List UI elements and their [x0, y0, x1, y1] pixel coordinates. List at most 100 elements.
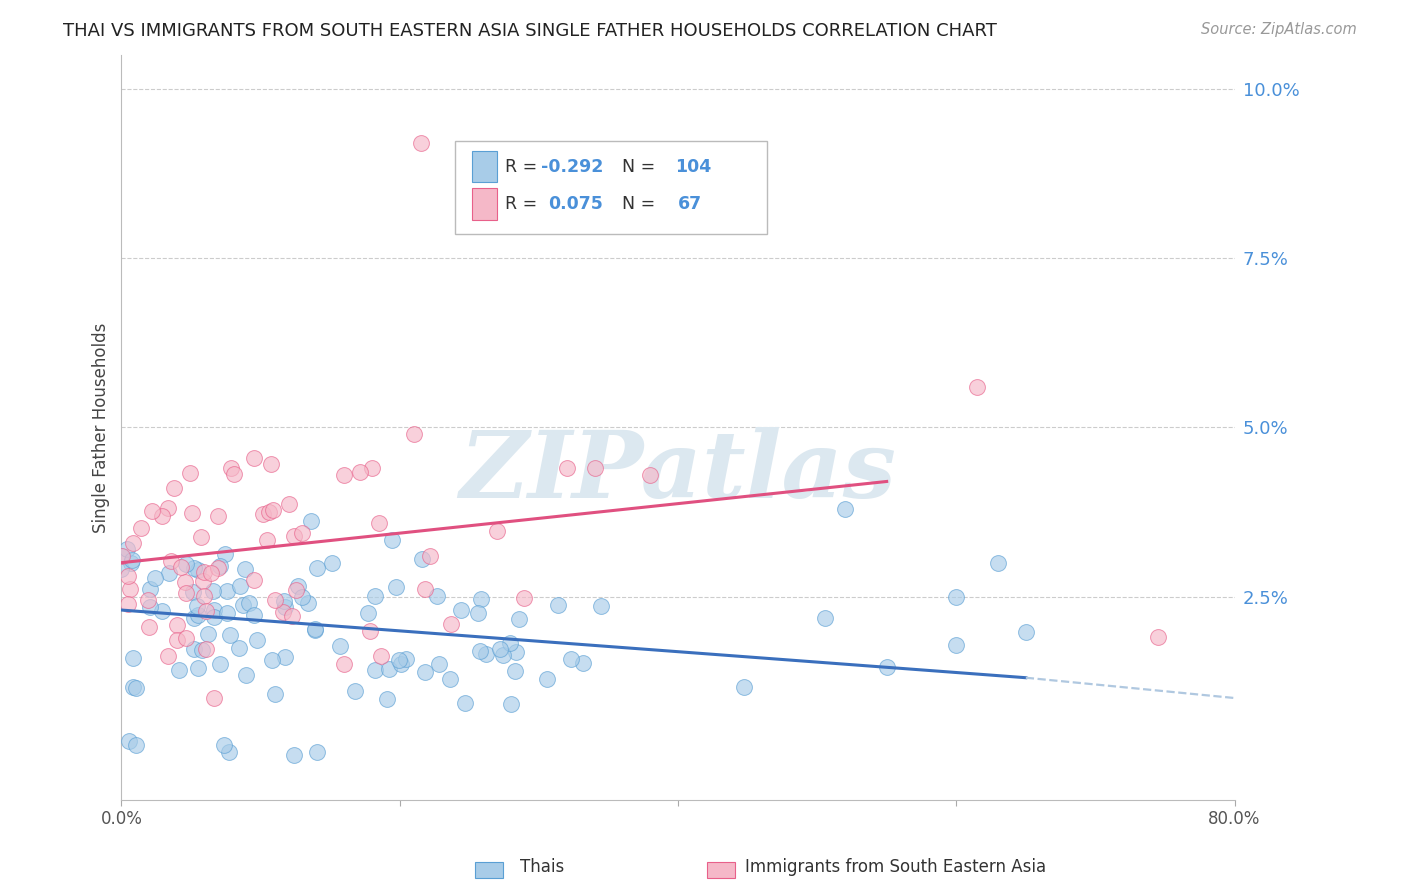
Text: Source: ZipAtlas.com: Source: ZipAtlas.com [1201, 22, 1357, 37]
Point [207, 508, 229, 523]
Point [513, 591, 536, 605]
Point [945, 590, 967, 604]
Point [814, 611, 837, 625]
Point [191, 643, 214, 657]
Point [439, 672, 461, 686]
Point [118, 734, 141, 748]
Text: 67: 67 [678, 195, 702, 213]
Point [733, 680, 755, 694]
Point [195, 641, 218, 656]
Point [485, 524, 508, 539]
Point [117, 597, 139, 611]
Point [470, 592, 492, 607]
Point [110, 562, 132, 576]
Point [547, 598, 569, 612]
FancyBboxPatch shape [456, 141, 768, 234]
Point [402, 427, 425, 442]
Point [150, 509, 173, 524]
Point [202, 603, 225, 617]
Point [159, 553, 181, 567]
Point [876, 659, 898, 673]
Point [966, 380, 988, 394]
Point [264, 592, 287, 607]
Point [139, 582, 162, 597]
FancyBboxPatch shape [472, 188, 496, 219]
Point [498, 636, 520, 650]
Point [503, 664, 526, 678]
Point [193, 590, 215, 604]
Point [217, 606, 239, 620]
Point [287, 579, 309, 593]
Point [141, 504, 163, 518]
Point [419, 549, 441, 563]
Point [121, 680, 143, 694]
Point [571, 656, 593, 670]
Point [214, 547, 236, 561]
Point [304, 622, 326, 636]
Point [246, 632, 269, 647]
Point [291, 525, 314, 540]
Point [174, 557, 197, 571]
Point [202, 691, 225, 706]
Point [143, 571, 166, 585]
Point [555, 461, 578, 475]
Point [987, 556, 1010, 570]
Point [183, 561, 205, 575]
Point [166, 618, 188, 632]
Point [453, 696, 475, 710]
Point [291, 591, 314, 605]
Point [191, 574, 214, 588]
Point [228, 640, 250, 655]
Point [166, 633, 188, 648]
Text: Thais: Thais [520, 858, 564, 876]
Point [180, 506, 202, 520]
Point [125, 738, 148, 752]
Point [489, 642, 512, 657]
Point [174, 586, 197, 600]
Point [138, 620, 160, 634]
Text: THAI VS IMMIGRANTS FROM SOUTH EASTERN ASIA SINGLE FATHER HOUSEHOLDS CORRELATION : THAI VS IMMIGRANTS FROM SOUTH EASTERN AS… [63, 22, 997, 40]
Point [834, 501, 856, 516]
Point [638, 467, 661, 482]
Point [264, 687, 287, 701]
Point [285, 582, 308, 597]
Y-axis label: Single Father Households: Single Father Households [93, 322, 110, 533]
Point [120, 582, 142, 596]
Point [110, 549, 132, 563]
Point [411, 552, 433, 566]
Point [409, 136, 432, 150]
Point [426, 589, 449, 603]
Point [115, 542, 138, 557]
Point [208, 657, 231, 672]
Point [1147, 630, 1170, 644]
Point [505, 645, 527, 659]
Point [262, 653, 284, 667]
Point [262, 502, 284, 516]
Point [187, 608, 209, 623]
Point [381, 533, 404, 547]
Point [122, 536, 145, 550]
Point [190, 530, 212, 544]
Point [186, 562, 208, 576]
Point [120, 556, 142, 570]
Point [221, 460, 243, 475]
Point [307, 745, 329, 759]
Point [359, 624, 381, 638]
Point [385, 580, 408, 594]
Point [273, 594, 295, 608]
Point [299, 514, 322, 528]
Point [260, 457, 283, 471]
Text: R =: R = [505, 158, 543, 176]
Point [467, 606, 489, 620]
Point [170, 560, 193, 574]
Point [277, 497, 299, 511]
Point [363, 589, 385, 603]
Point [283, 529, 305, 543]
Point [427, 657, 450, 671]
Point [181, 585, 204, 599]
Point [136, 592, 159, 607]
Point [536, 673, 558, 687]
Point [378, 662, 401, 676]
Point [183, 611, 205, 625]
Point [367, 516, 389, 530]
